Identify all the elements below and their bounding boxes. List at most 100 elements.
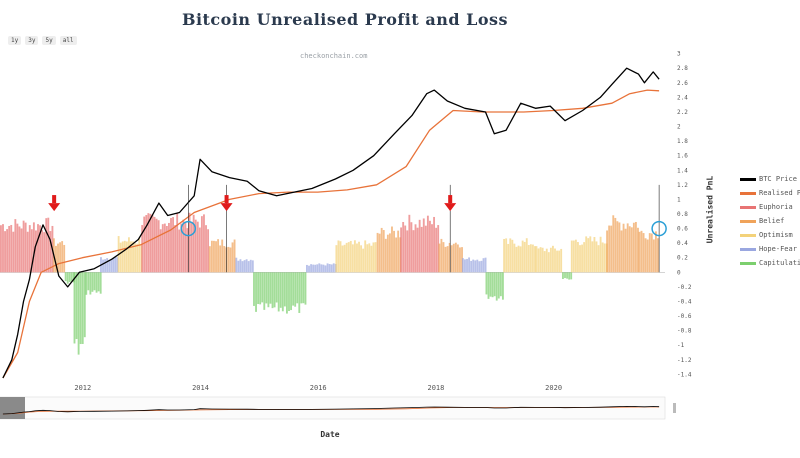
pnl-bar bbox=[114, 257, 117, 273]
pnl-bar bbox=[539, 247, 542, 273]
y2-tick-label: -1 bbox=[677, 342, 685, 349]
pnl-bar bbox=[221, 239, 224, 273]
legend-item-realised-price[interactable]: Realised Price bbox=[740, 186, 800, 200]
pnl-bar bbox=[493, 272, 496, 297]
pnl-bar bbox=[168, 222, 170, 273]
pnl-bar bbox=[294, 272, 297, 307]
red-arrow-shaft bbox=[224, 195, 229, 204]
pnl-bar bbox=[275, 272, 278, 303]
red-arrow-shaft bbox=[52, 195, 57, 204]
pnl-bar bbox=[312, 264, 315, 273]
pnl-bar bbox=[388, 233, 391, 273]
range-button-3y[interactable]: 3y bbox=[25, 36, 39, 45]
pnl-bar bbox=[568, 272, 571, 280]
pnl-bar bbox=[470, 260, 473, 273]
pnl-bar bbox=[476, 259, 479, 273]
pnl-bar bbox=[18, 226, 21, 273]
pnl-bar bbox=[261, 272, 264, 303]
x-tick-label: 2012 bbox=[74, 384, 91, 392]
pnl-bar bbox=[472, 259, 475, 273]
pnl-bar bbox=[153, 216, 156, 273]
y2-tick-label: 1.4 bbox=[677, 167, 688, 174]
legend-swatch bbox=[740, 247, 756, 251]
x-tick-label: 2014 bbox=[192, 384, 209, 392]
pnl-bar bbox=[155, 218, 158, 273]
range-button-1y[interactable]: 1y bbox=[8, 36, 22, 45]
pnl-bar bbox=[66, 272, 69, 284]
pnl-bar bbox=[400, 227, 403, 273]
pnl-bar bbox=[64, 272, 67, 282]
pnl-bar bbox=[556, 250, 558, 273]
pnl-bar bbox=[646, 239, 649, 273]
pnl-bar bbox=[106, 258, 109, 273]
legend-item-optimism[interactable]: Optimism bbox=[740, 228, 800, 242]
btc-price-line bbox=[2, 67, 660, 379]
pnl-bar bbox=[358, 241, 360, 273]
legend-swatch bbox=[740, 219, 756, 223]
pnl-bar bbox=[456, 244, 459, 273]
pnl-bar bbox=[213, 240, 215, 273]
y2-tick-label: 0.4 bbox=[677, 240, 688, 247]
pnl-bar bbox=[45, 218, 48, 273]
pnl-bar bbox=[487, 272, 490, 299]
pnl-bar bbox=[138, 238, 141, 273]
pnl-bar bbox=[464, 259, 466, 273]
pnl-bar bbox=[292, 272, 295, 306]
legend-item-capitulation[interactable]: Capitulation bbox=[740, 256, 800, 270]
pnl-bar bbox=[345, 242, 348, 273]
range-button-all[interactable]: all bbox=[59, 36, 77, 45]
pnl-bar bbox=[32, 222, 35, 273]
y2-tick-label: 1.8 bbox=[677, 138, 688, 145]
legend-item-btc-price[interactable]: BTC Price bbox=[740, 172, 800, 186]
pnl-bar bbox=[384, 238, 387, 273]
pnl-bar bbox=[433, 216, 435, 273]
pnl-bar bbox=[41, 230, 44, 273]
pnl-bar bbox=[654, 231, 657, 273]
pnl-bar bbox=[648, 233, 651, 273]
pnl-bar bbox=[527, 244, 530, 273]
pnl-bar bbox=[581, 244, 583, 273]
pnl-bar bbox=[112, 258, 115, 273]
pnl-bar bbox=[259, 272, 262, 305]
pnl-bar bbox=[286, 272, 288, 314]
pnl-bar bbox=[424, 225, 427, 273]
legend: BTC Price Realised Price Euphoria Belief… bbox=[740, 172, 800, 270]
y2-tick-label: 2.4 bbox=[677, 94, 688, 101]
pnl-bar bbox=[110, 260, 113, 273]
pnl-bar bbox=[136, 243, 139, 273]
y2-tick-label: -1.4 bbox=[677, 371, 692, 378]
legend-item-hope-fear[interactable]: Hope-Fear bbox=[740, 242, 800, 256]
legend-swatch bbox=[740, 205, 756, 209]
pnl-bar bbox=[431, 224, 433, 273]
pnl-bar bbox=[316, 264, 319, 273]
pnl-bar bbox=[620, 230, 623, 273]
pnl-bar bbox=[141, 225, 144, 273]
pnl-bar bbox=[91, 272, 94, 292]
pnl-bar bbox=[562, 272, 564, 280]
pnl-bar bbox=[482, 258, 485, 273]
pnl-bar bbox=[70, 272, 73, 282]
pnl-bar bbox=[231, 242, 234, 273]
pnl-bar bbox=[440, 238, 443, 273]
range-button-5y[interactable]: 5y bbox=[42, 36, 56, 45]
realised-price-line bbox=[2, 89, 660, 379]
pnl-bar bbox=[263, 272, 266, 310]
pnl-bar bbox=[121, 241, 124, 273]
pnl-bar bbox=[83, 272, 86, 338]
pnl-bar bbox=[442, 242, 445, 273]
pnl-bar bbox=[637, 227, 639, 273]
pnl-bar bbox=[161, 224, 164, 273]
pnl-bar bbox=[310, 264, 312, 273]
y2-tick-label: 2.2 bbox=[677, 109, 688, 116]
pnl-bar bbox=[519, 246, 522, 273]
y2-tick-label: 0 bbox=[677, 269, 681, 276]
pnl-bar bbox=[176, 213, 179, 273]
pnl-bar bbox=[308, 265, 310, 273]
legend-item-belief[interactable]: Belief bbox=[740, 214, 800, 228]
pnl-bar bbox=[207, 229, 210, 273]
pnl-bar bbox=[480, 260, 483, 273]
pnl-bar bbox=[159, 229, 162, 273]
pnl-bar bbox=[300, 272, 303, 304]
legend-item-euphoria[interactable]: Euphoria bbox=[740, 200, 800, 214]
pnl-bar bbox=[12, 231, 15, 273]
